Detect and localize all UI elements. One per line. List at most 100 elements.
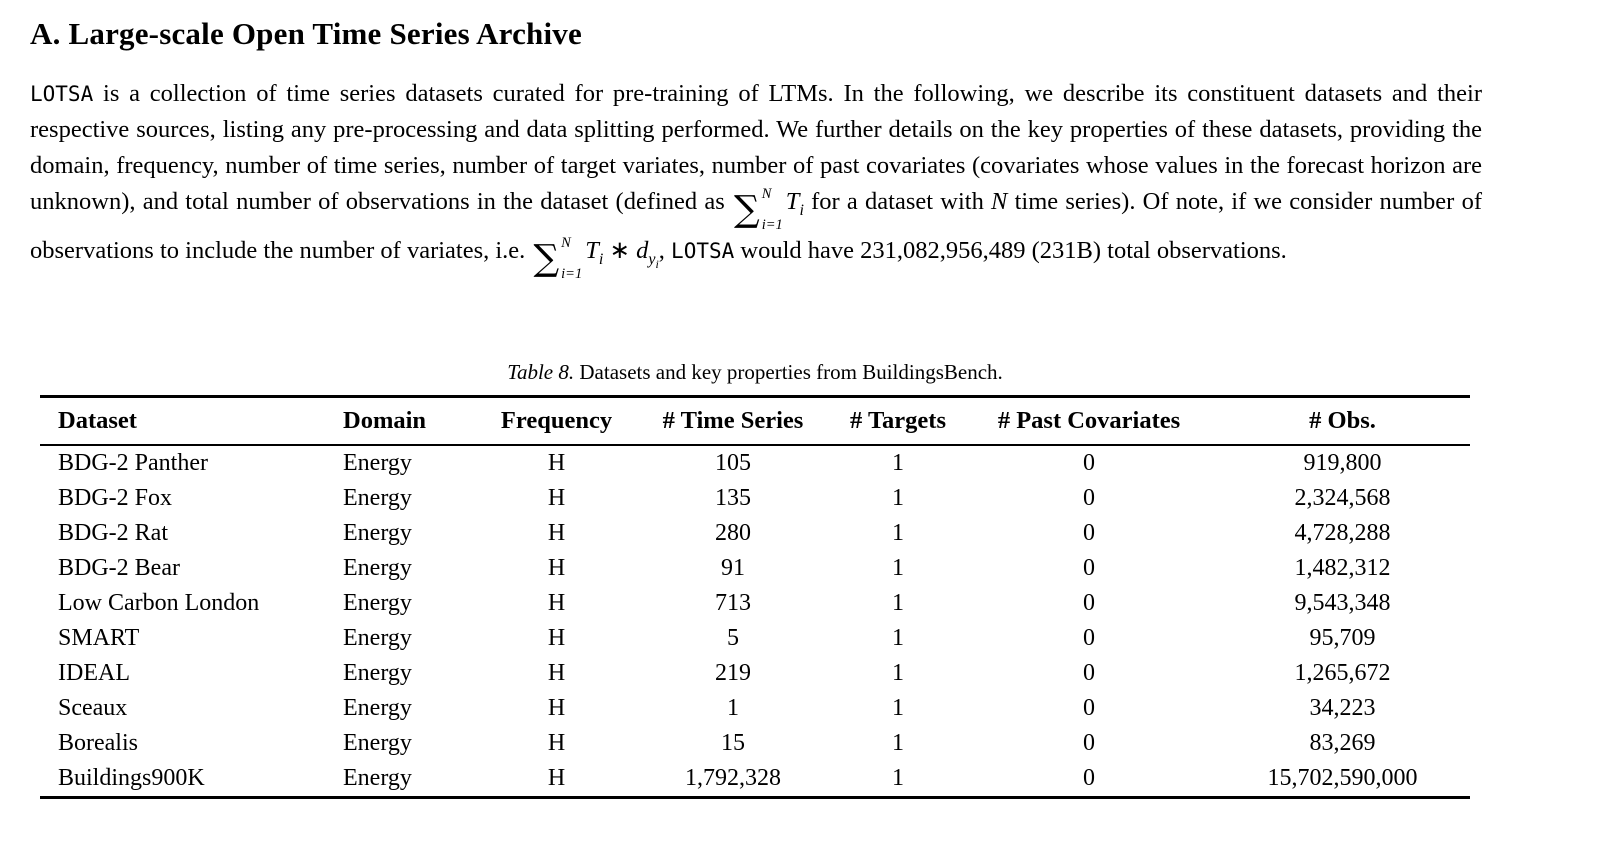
table-cell: BDG-2 Bear [58,555,180,582]
table-cell: 0 [1083,555,1095,582]
table-header: Dataset Domain Frequency # Time Series #… [40,396,1470,447]
table-cell: Energy [343,765,412,792]
table-cell: H [547,485,566,512]
table-row: Sceaux Energy H 1 1 0 34,223 [40,691,1470,726]
summation-lower-limit: i=1 [761,217,783,233]
table-caption: Table 8. Datasets and key properties fro… [40,360,1470,385]
table-cell: 1 [892,450,904,477]
table-cell: 1 [892,555,904,582]
table-cell: H [547,555,566,582]
table-cell: 0 [1083,730,1095,757]
column-header-domain: Domain [343,396,480,447]
table-cell: 1 [892,695,904,722]
table-cell: 280 [715,520,751,547]
table-cell: Energy [343,660,412,687]
table-cell: Buildings900K [58,765,205,792]
table-cell: SMART [58,625,140,652]
table-cell: 0 [1083,625,1095,652]
table-cell: 15 [721,730,745,757]
math-var-y: y [648,250,656,268]
table-cell: 0 [1083,450,1095,477]
table-cell: Energy [343,520,412,547]
table-cell: 135 [715,485,751,512]
table-cell: 1 [892,590,904,617]
column-header-targets: # Targets [833,396,963,447]
lotsa-acronym: LOTSA [671,239,735,263]
table-cell: 219 [715,660,751,687]
math-var-N: N [991,188,1008,215]
table-cell: 1 [892,765,904,792]
table-cell: 0 [1083,695,1095,722]
table-cell: 83,269 [1309,730,1376,757]
table-cell: 0 [1083,485,1095,512]
paragraph-text-2: for a dataset with [803,188,992,215]
table-cell: 1 [892,520,904,547]
table-cell: Energy [343,485,412,512]
table-cell: H [547,765,566,792]
paragraph-text-3: time series). Of note, if we consider nu… [30,188,1482,264]
table-cell: 1 [892,625,904,652]
table-cell: 1,265,672 [1294,660,1391,687]
math-var-T-subscript: i [598,250,604,268]
table-row: Borealis Energy H 15 1 0 83,269 [40,726,1470,761]
table-cell: H [547,450,566,477]
table-cell: Energy [343,450,412,477]
table-cell: 95,709 [1309,625,1376,652]
table-header-row: Dataset Domain Frequency # Time Series #… [40,396,1470,447]
summation-upper-limit: N [761,186,772,202]
table-cell: Energy [343,730,412,757]
table-cell: 0 [1083,765,1095,792]
math-var-T-subscript: i [799,201,804,219]
table-row: Buildings900K Energy H 1,792,328 1 0 15,702,59… [40,761,1470,798]
table-cell: 2,324,568 [1294,485,1391,512]
body-paragraph: LOTSA is a collection of time series dat… [30,76,1482,282]
table-cell: 9,543,348 [1294,590,1391,617]
table-cell: H [547,730,566,757]
math-var-d-subscript: yi [648,250,658,271]
math-var-d: d [636,237,649,264]
math-var-T: T [585,237,599,264]
table-cell: 919,800 [1303,450,1382,477]
table-caption-label: Table 8. [507,360,575,385]
table-row: BDG-2 Fox Energy H 135 1 0 2,324,568 [40,481,1470,516]
table-cell: 1 [892,730,904,757]
table-cell: Energy [343,590,412,617]
sigma-symbol: ∑ [533,238,560,279]
column-header-time-series: # Time Series [633,396,833,447]
table-cell: 5 [727,625,739,652]
paragraph-text-5: would have 231,082,956,489 (231B) total … [734,237,1287,264]
table-cell: 1,792,328 [685,765,781,792]
table-cell: H [547,695,566,722]
table-body: BDG-2 Panther Energy H 105 1 0 919,800 BDG-2 Fo… [40,445,1470,798]
table-cell: 0 [1083,590,1095,617]
math-star-operator: ∗ [603,237,637,264]
table-cell: Sceaux [58,695,128,722]
table-row: IDEAL Energy H 219 1 0 1,265,672 [40,656,1470,691]
table-cell: H [547,660,566,687]
paper-content: A. Large-scale Open Time Series Archive … [30,16,1482,800]
table-cell: 1 [727,695,739,722]
table-cell: H [547,590,566,617]
column-header-dataset: Dataset [40,396,343,447]
section-title: A. Large-scale Open Time Series Archive [30,16,582,51]
table-cell: 0 [1083,660,1095,687]
table-cell: Energy [343,695,412,722]
table-cell: BDG-2 Fox [58,485,173,512]
table-row: BDG-2 Rat Energy H 280 1 0 4,728,288 [40,516,1470,551]
table-cell: 1,482,312 [1294,555,1391,582]
table-cell: Borealis [58,730,138,757]
table-cell: H [547,625,566,652]
table-row: BDG-2 Bear Energy H 91 1 0 1,482,312 [40,551,1470,586]
paragraph-text-4: , [658,237,672,264]
sigma-symbol: ∑ [734,189,760,230]
math-var-T: T [785,188,800,215]
table-cell: Low Carbon London [58,590,260,617]
table-cell: 713 [715,590,751,617]
table-cell: BDG-2 Panther [58,450,208,477]
table-caption-text: Datasets and key properties from Buildin… [574,360,1003,385]
table-cell: H [547,520,566,547]
